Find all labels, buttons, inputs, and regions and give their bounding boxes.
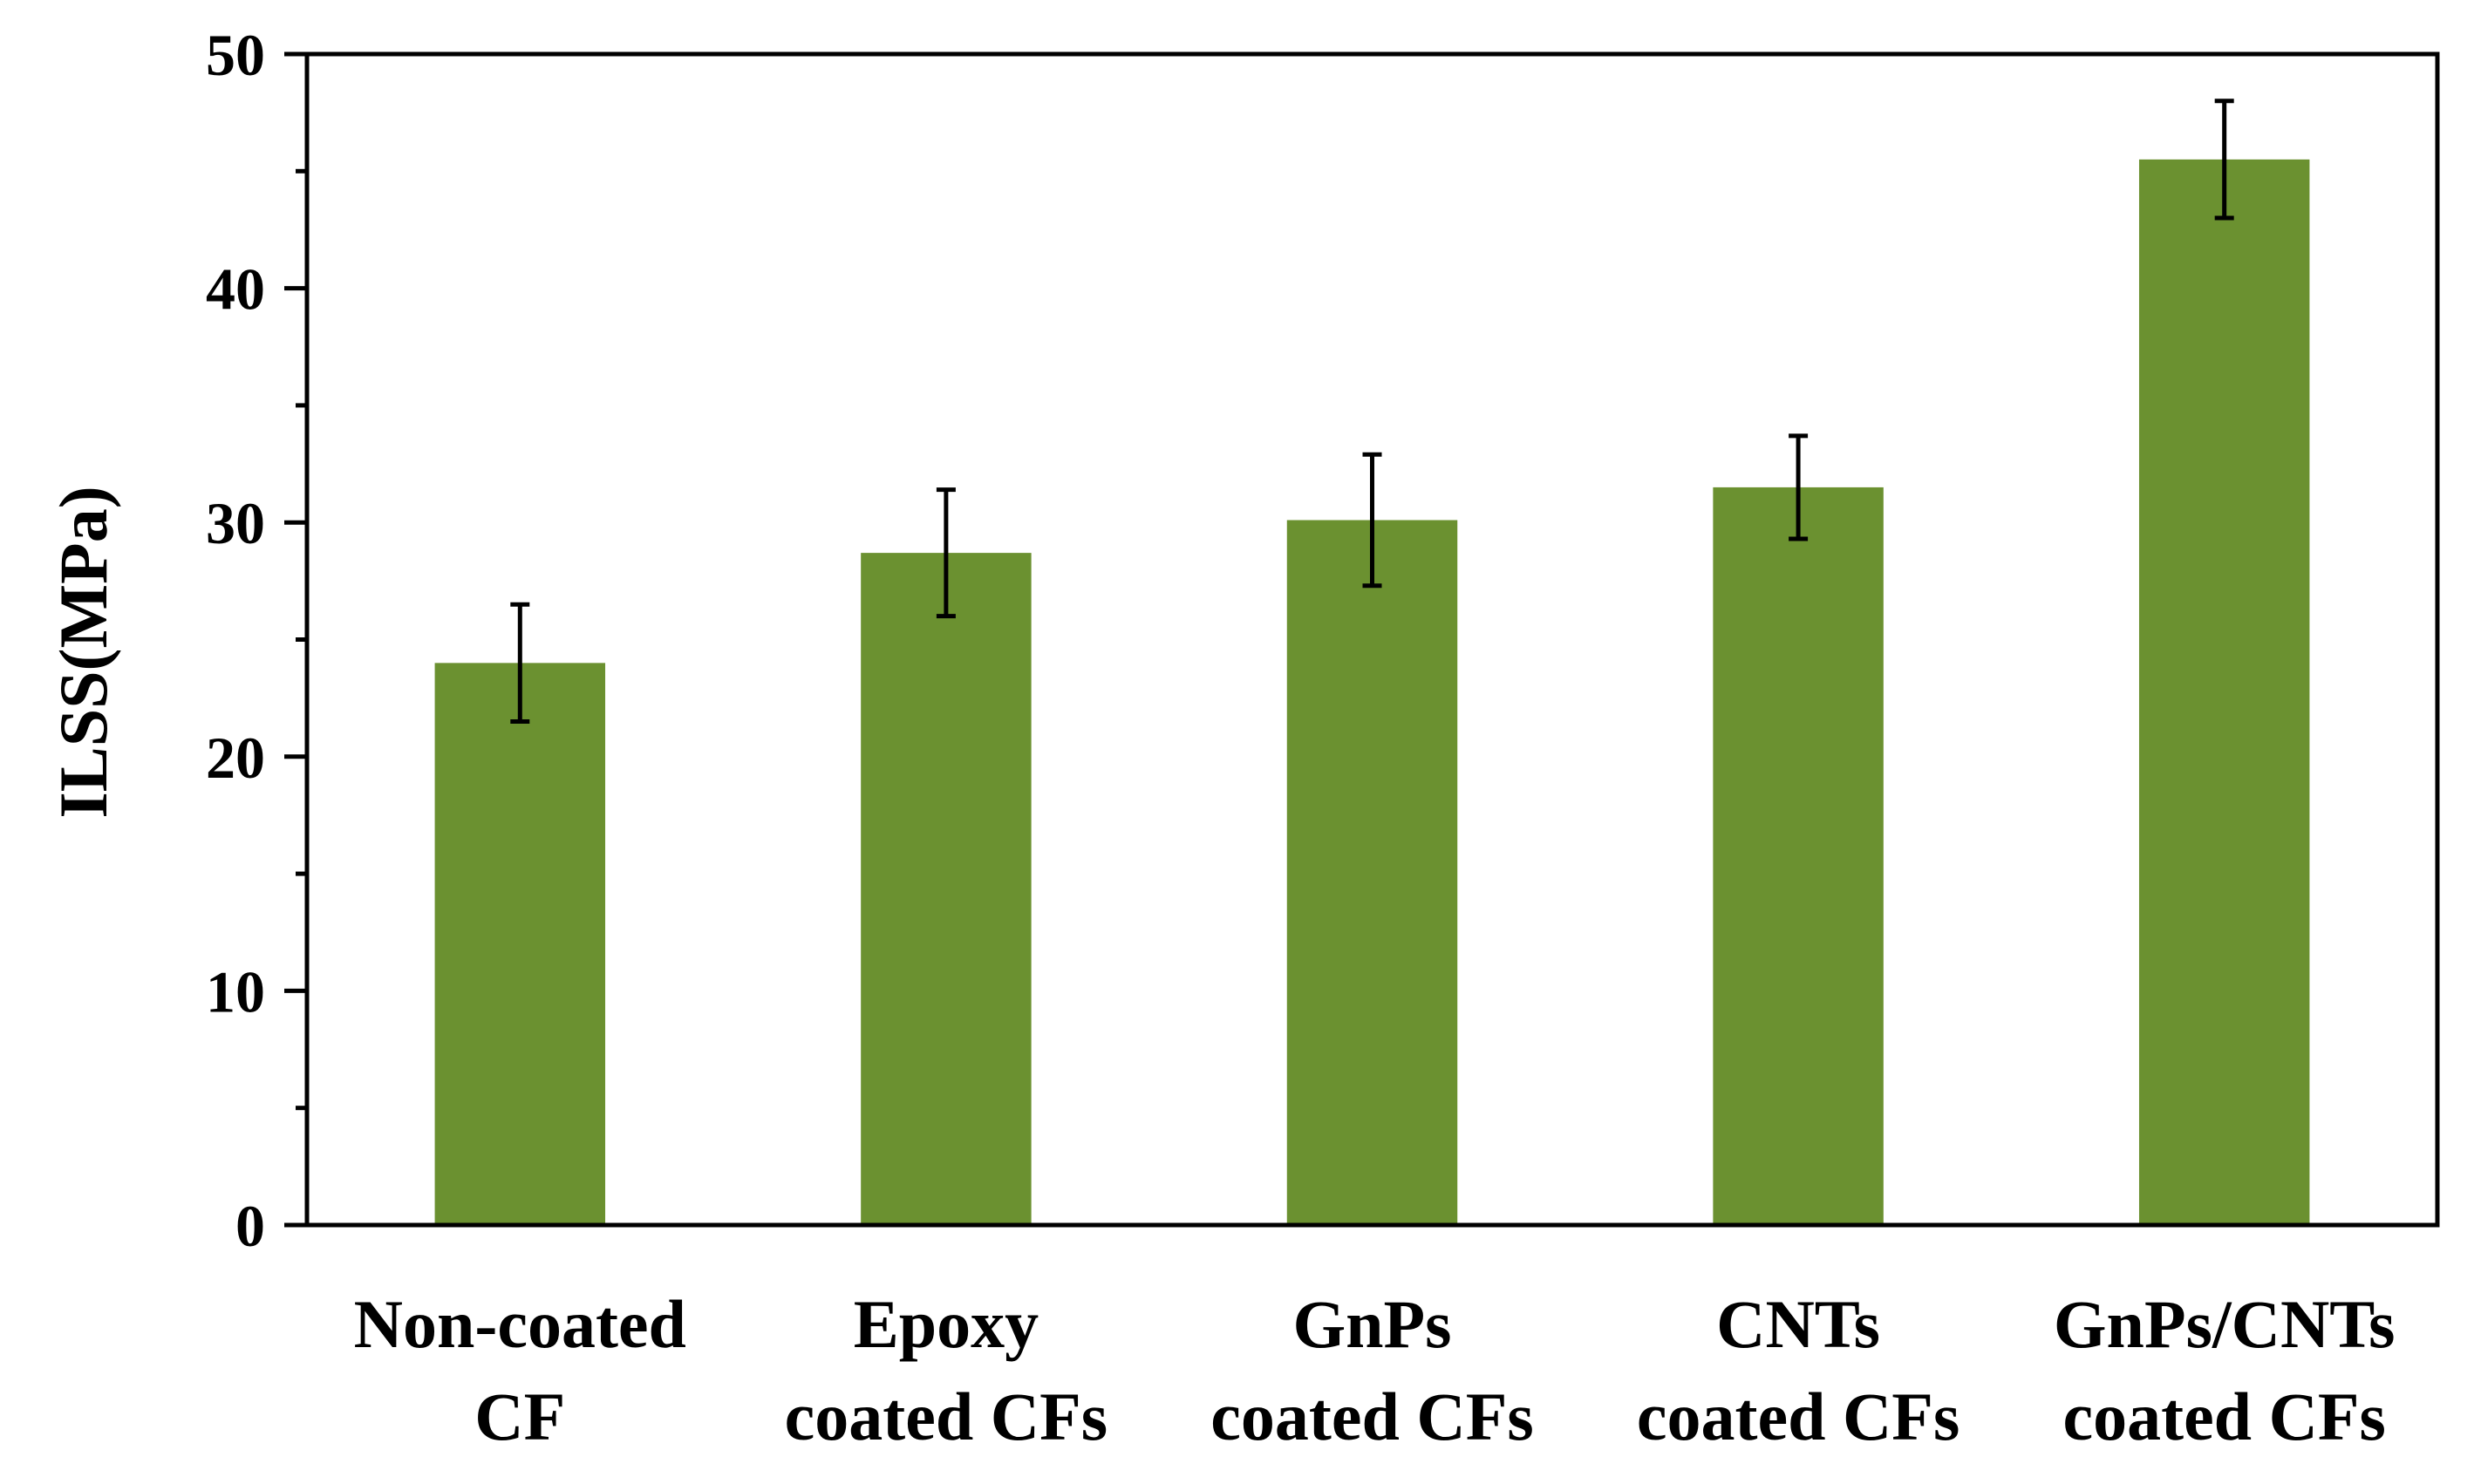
- x-tick-label-5-line-1: GnPs/CNTs: [2054, 1286, 2396, 1362]
- x-tick-label-3-line-1: GnPs: [1292, 1286, 1451, 1362]
- y-tick-label-10: 10: [206, 958, 265, 1025]
- bar-3: [1286, 520, 1458, 1225]
- x-tick-label-1-line-1: Non-coated: [354, 1286, 686, 1362]
- bar-4: [1713, 487, 1884, 1225]
- errorbars-layer: [510, 99, 2234, 725]
- x-tick-label-2-line-1: Epoxy: [854, 1286, 1039, 1362]
- ticks-layer: [284, 51, 307, 1228]
- bar-1: [434, 663, 606, 1225]
- y-tick-label-0: 0: [235, 1193, 265, 1259]
- bar-2: [861, 553, 1032, 1225]
- x-tick-label-1-line-2: CF: [474, 1378, 565, 1454]
- x-tick-label-2-line-2: coated CFs: [785, 1378, 1108, 1454]
- x-tick-label-3-line-2: coated CFs: [1210, 1378, 1533, 1454]
- x-tick-label-5-line-2: coated CFs: [2062, 1378, 2385, 1454]
- x-tick-label-4-line-2: coated CFs: [1637, 1378, 1959, 1454]
- y-tick-label-40: 40: [206, 256, 265, 323]
- x-tick-label-4-line-1: CNTs: [1716, 1286, 1880, 1362]
- bar-5: [2138, 159, 2310, 1225]
- y-tick-label-50: 50: [206, 22, 265, 88]
- y-tick-label-20: 20: [206, 725, 265, 791]
- bars-layer: [434, 159, 2310, 1225]
- y-axis-title: ILSS(MPa): [45, 486, 121, 818]
- labels-layer: Non-coated CF Epoxy coated CFs GnPs coated CF…: [206, 22, 2396, 1454]
- y-tick-label-30: 30: [206, 490, 265, 556]
